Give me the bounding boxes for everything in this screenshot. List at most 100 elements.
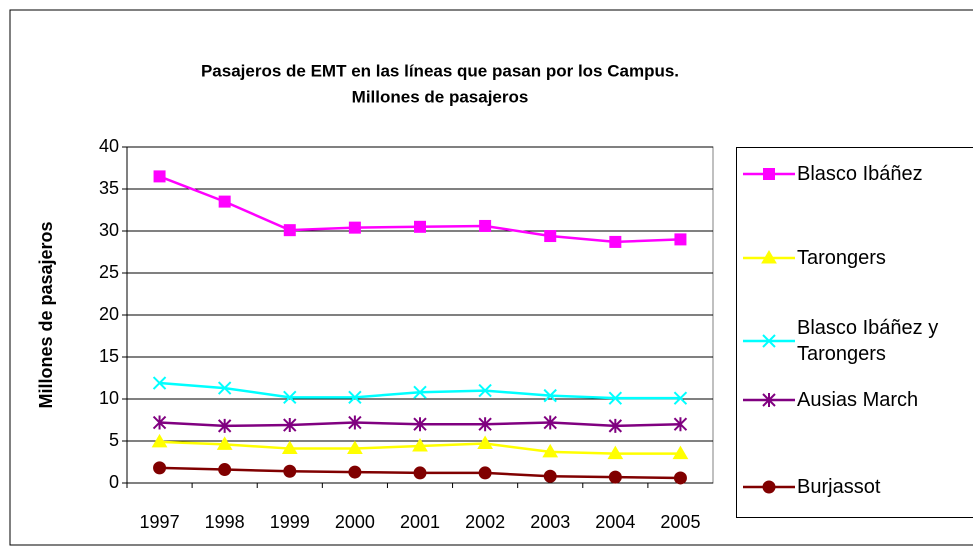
marker (153, 170, 166, 183)
marker-x (152, 376, 167, 390)
legend-label: Burjassot (797, 476, 881, 498)
legend-swatch (743, 393, 795, 407)
marker (283, 390, 297, 405)
marker (218, 195, 231, 208)
marker-x (762, 334, 776, 348)
marker-x (283, 390, 297, 405)
marker-x (608, 391, 623, 405)
marker-circle (348, 465, 362, 479)
marker-triangle (347, 440, 363, 455)
marker (478, 466, 492, 480)
marker (218, 463, 232, 477)
y-tick-label: 0 (109, 472, 119, 492)
marker-circle (218, 463, 232, 477)
marker (761, 250, 777, 264)
x-tick-label: 2001 (400, 512, 440, 532)
marker-circle (478, 466, 492, 480)
marker (281, 440, 298, 455)
marker-circle (673, 471, 687, 485)
legend-entry: Burjassot (737, 474, 973, 500)
marker (348, 415, 362, 430)
marker (544, 230, 557, 243)
legend-entry: Tarongers (737, 245, 973, 271)
marker (608, 391, 623, 405)
marker-square (479, 219, 492, 232)
marker-x (478, 383, 492, 398)
marker-star (608, 418, 623, 433)
x-tick-label: 1998 (205, 512, 245, 532)
marker-square (544, 230, 557, 243)
marker (283, 464, 297, 478)
marker-square (218, 195, 231, 208)
marker (152, 415, 167, 430)
marker-x (217, 381, 232, 395)
marker-star (283, 418, 297, 433)
marker (216, 436, 233, 450)
marker (347, 440, 363, 455)
marker (151, 433, 168, 448)
marker (283, 418, 297, 433)
marker (153, 461, 167, 475)
marker (413, 417, 427, 432)
y-tick-label: 20 (99, 304, 119, 324)
marker-star (413, 417, 427, 432)
marker (478, 417, 492, 432)
marker (348, 390, 362, 405)
x-tick-label: 1997 (140, 512, 180, 532)
marker (479, 219, 492, 232)
marker-triangle (672, 445, 689, 460)
marker-star (217, 418, 232, 433)
marker (542, 443, 559, 458)
marker (478, 383, 492, 398)
marker-star (478, 417, 492, 432)
marker-x (348, 390, 362, 405)
marker-triangle (151, 433, 168, 448)
marker (543, 388, 557, 403)
marker-triangle (412, 438, 428, 452)
marker-circle (543, 469, 557, 483)
marker-circle (283, 464, 297, 478)
x-tick-label: 2003 (530, 512, 570, 532)
x-tick-label: 1999 (270, 512, 310, 532)
marker-square (153, 170, 166, 183)
marker (763, 168, 775, 180)
legend-label: Ausias March (797, 389, 919, 411)
marker-star (348, 415, 362, 430)
marker (672, 445, 689, 460)
marker (608, 418, 623, 433)
marker-square (763, 168, 775, 180)
y-tick-label: 10 (99, 388, 119, 408)
marker-circle (608, 470, 622, 484)
marker (217, 418, 232, 433)
y-tick-label: 35 (99, 178, 119, 198)
legend-entry: Ausias March (737, 387, 973, 413)
marker-star (543, 415, 557, 430)
marker (477, 435, 493, 450)
marker-triangle (281, 440, 298, 455)
marker (673, 471, 687, 485)
marker-triangle (607, 445, 624, 460)
marker (412, 438, 428, 452)
marker (673, 391, 688, 405)
y-tick-label: 15 (99, 346, 119, 366)
legend-swatch (743, 250, 795, 264)
marker (762, 480, 776, 494)
legend-label: Tarongers (797, 247, 886, 269)
marker (762, 393, 776, 407)
chart-title: Pasajeros de EMT en las líneas que pasan… (201, 61, 679, 80)
marker (152, 376, 167, 390)
marker-x (543, 388, 557, 403)
marker (217, 381, 232, 395)
marker-square (348, 221, 361, 234)
marker (413, 385, 427, 399)
marker (762, 334, 776, 348)
y-tick-label: 25 (99, 262, 119, 282)
marker (607, 445, 624, 460)
marker-star (673, 417, 688, 432)
marker-star (762, 393, 776, 407)
marker-x (413, 385, 427, 399)
legend-swatch (743, 480, 795, 494)
x-tick-label: 2002 (465, 512, 505, 532)
chart-subtitle: Millones de pasajeros (352, 87, 529, 106)
